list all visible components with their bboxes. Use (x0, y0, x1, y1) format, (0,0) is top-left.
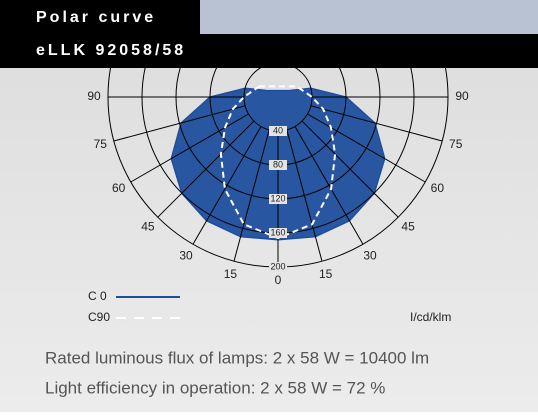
polar-chart: Polar curve eLLK 92058/58 4080120160200 … (0, 0, 538, 412)
angle-tick-label: 60 (431, 181, 445, 195)
legend-label: C90 (88, 310, 110, 324)
angle-tick-label: 45 (141, 219, 155, 233)
angle-tick-label: 90 (87, 89, 101, 103)
angle-tick-label: 60 (112, 181, 126, 195)
r-tick-label: 40 (273, 125, 283, 135)
angle-tick-label: 30 (179, 249, 193, 263)
chart-subtitle: eLLK 92058/58 (36, 42, 186, 59)
r-tick-label: 120 (270, 193, 285, 203)
chart-title: Polar curve (36, 9, 156, 26)
angle-tick-label: 30 (363, 249, 377, 263)
unit-label: I/cd/klm (410, 310, 451, 324)
angle-tick-label: 45 (401, 219, 415, 233)
angle-tick-label: 75 (94, 137, 108, 151)
r-tick-label: 80 (273, 159, 283, 169)
angle-tick-label: 15 (319, 267, 333, 281)
legend-label: C 0 (88, 289, 107, 303)
angle-tick-label: 75 (449, 137, 463, 151)
angle-tick-label: 0 (275, 273, 282, 287)
r-tick-label: 200 (270, 261, 285, 271)
r-tick-label: 160 (270, 227, 285, 237)
angle-tick-label: 90 (455, 89, 469, 103)
note: Rated luminous flux of lamps: 2 x 58 W =… (45, 348, 429, 367)
note: Light efficiency in operation: 2 x 58 W … (45, 378, 385, 397)
angle-tick-label: 15 (224, 267, 238, 281)
